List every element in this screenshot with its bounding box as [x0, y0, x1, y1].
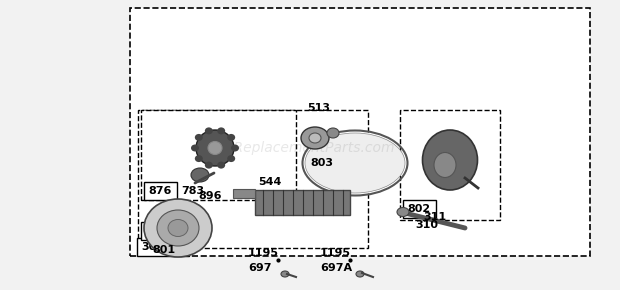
Text: 513: 513: [307, 103, 330, 113]
Ellipse shape: [281, 271, 289, 277]
Ellipse shape: [231, 144, 239, 151]
Text: 309A: 309A: [141, 242, 173, 252]
Text: 311: 311: [423, 212, 446, 222]
Ellipse shape: [397, 208, 409, 217]
Text: 697A: 697A: [320, 263, 352, 273]
Text: 783: 783: [181, 186, 204, 196]
Bar: [141, 110, 296, 200]
Ellipse shape: [227, 134, 235, 141]
Ellipse shape: [305, 133, 405, 193]
Ellipse shape: [191, 144, 199, 151]
Bar: [130, 8, 590, 256]
Text: 802: 802: [407, 204, 430, 214]
Ellipse shape: [301, 127, 329, 149]
Bar: [255, 190, 350, 215]
Text: 896: 896: [198, 191, 221, 201]
Bar: [137, 238, 189, 256]
Ellipse shape: [327, 128, 339, 138]
Ellipse shape: [191, 168, 209, 182]
Ellipse shape: [144, 199, 212, 257]
Ellipse shape: [217, 162, 225, 168]
Ellipse shape: [196, 130, 234, 166]
Ellipse shape: [205, 162, 213, 168]
Bar: [141, 222, 176, 240]
Text: 697: 697: [248, 263, 272, 273]
Text: 510: 510: [145, 226, 168, 236]
Bar: [403, 200, 436, 218]
Bar: [400, 110, 500, 220]
Ellipse shape: [157, 210, 199, 246]
Ellipse shape: [356, 271, 364, 277]
Text: 801: 801: [152, 245, 175, 255]
Ellipse shape: [227, 155, 235, 162]
Ellipse shape: [309, 133, 321, 143]
Ellipse shape: [195, 155, 203, 162]
Ellipse shape: [168, 220, 188, 237]
Text: 876: 876: [148, 186, 171, 196]
Bar: [138, 110, 368, 248]
Ellipse shape: [208, 142, 222, 155]
Bar: [144, 182, 177, 200]
Ellipse shape: [195, 134, 203, 141]
Ellipse shape: [422, 130, 477, 190]
Ellipse shape: [205, 127, 213, 134]
Text: 310: 310: [415, 220, 438, 230]
Ellipse shape: [217, 127, 225, 134]
Bar: [233, 189, 255, 198]
Text: 1195: 1195: [248, 248, 279, 258]
Text: 1195: 1195: [320, 248, 351, 258]
Ellipse shape: [434, 153, 456, 177]
Text: 803: 803: [310, 158, 333, 168]
Text: 544: 544: [258, 177, 281, 187]
Text: eReplacementParts.com: eReplacementParts.com: [225, 141, 395, 155]
